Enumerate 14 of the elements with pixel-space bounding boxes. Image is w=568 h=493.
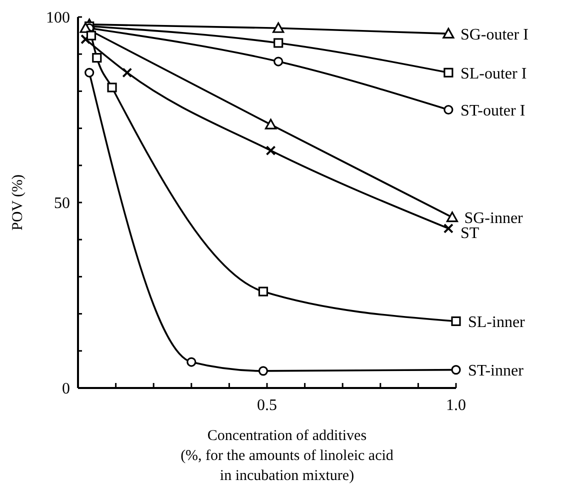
y-tick-label: 100 — [46, 10, 70, 27]
series-label: SG-inner — [464, 210, 524, 227]
y-tick-label: 50 — [54, 195, 70, 212]
x-tick-label: 1.0 — [446, 397, 466, 414]
x-axis-title: Concentration of additives (%, for the amounts of linoleic acid in incubation mixture) — [180, 428, 394, 484]
y-axis-title: POV (%) — [10, 174, 26, 230]
series-label: ST-outer I — [460, 102, 526, 120]
series-label: ST-inner — [468, 362, 524, 380]
x-tick-label: 0.5 — [257, 397, 277, 414]
series-label: SL-inner — [468, 314, 526, 331]
series-label: SG-outer I — [460, 26, 528, 44]
y-tick-label: 0 — [62, 380, 70, 398]
series-label: SL-outer I — [460, 65, 527, 82]
series-label: ST — [460, 224, 480, 242]
